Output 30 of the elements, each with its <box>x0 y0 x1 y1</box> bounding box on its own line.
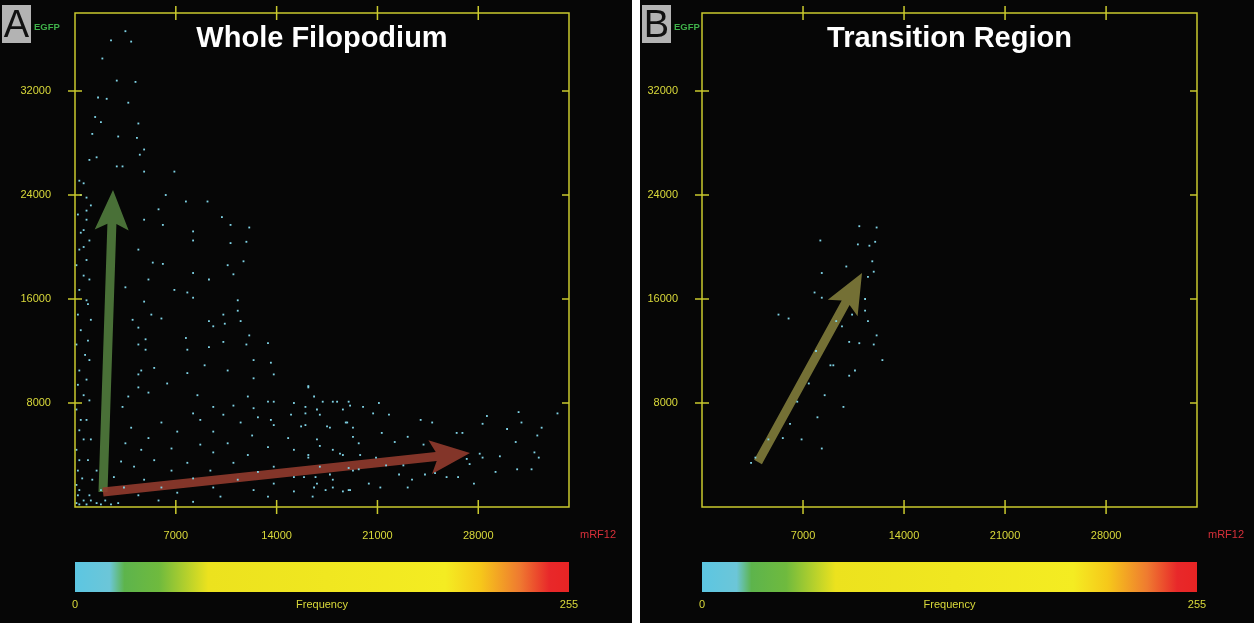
x-tick-label: 14000 <box>261 528 292 541</box>
y-tick-label: 24000 <box>647 188 678 201</box>
y-tick-label: 16000 <box>20 292 51 305</box>
y-tick-label: 24000 <box>20 188 51 201</box>
text: 255 <box>559 598 579 610</box>
y-tick-label: 16000 <box>647 292 678 305</box>
color-bar-title: Frequency <box>923 598 976 610</box>
y-axis-title: EGFP <box>34 20 61 32</box>
x-tick-label: 21000 <box>989 528 1021 541</box>
text: A <box>2 3 31 45</box>
text: 255 <box>1187 598 1207 610</box>
y-tick-label: 32000 <box>647 84 678 97</box>
x-tick-label: 28000 <box>462 528 494 541</box>
y-tick-label: 8000 <box>653 396 678 409</box>
x-tick-label: 7000 <box>790 528 816 541</box>
x-tick-label: 14000 <box>888 528 920 541</box>
y-axis-title: EGFP <box>674 20 701 32</box>
x-axis-title: mRF12 <box>579 528 617 541</box>
y-tick-label: 32000 <box>20 84 51 97</box>
color-bar-title: Frequency <box>296 598 348 610</box>
text: 0 <box>71 598 79 610</box>
chart-title: Transition Region <box>827 21 1072 53</box>
x-tick-label: 21000 <box>362 528 393 541</box>
text: 0 <box>698 598 706 610</box>
text: B <box>642 3 671 45</box>
x-axis-title: mRF12 <box>1207 528 1245 541</box>
chart-title: Whole Filopodium <box>196 21 448 53</box>
x-tick-label: 7000 <box>163 528 189 541</box>
y-tick-label: 8000 <box>26 396 51 409</box>
x-tick-label: 28000 <box>1090 528 1122 541</box>
